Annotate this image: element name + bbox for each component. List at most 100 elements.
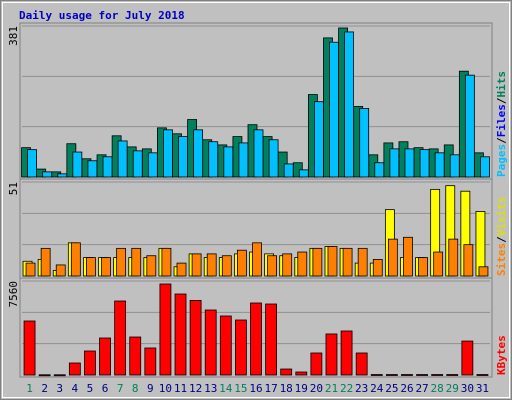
bar bbox=[161, 247, 172, 277]
bar bbox=[204, 309, 217, 376]
bar bbox=[342, 247, 353, 277]
x-tick-label: 30 bbox=[461, 382, 474, 395]
bar bbox=[147, 152, 158, 178]
x-tick-label: 5 bbox=[87, 382, 94, 395]
bar bbox=[117, 140, 128, 178]
bar bbox=[250, 302, 262, 376]
bar bbox=[144, 347, 157, 376]
bar bbox=[372, 259, 383, 277]
y-tick-label: 51 bbox=[7, 182, 20, 195]
bar bbox=[116, 247, 127, 277]
bar bbox=[70, 242, 81, 277]
bar bbox=[480, 156, 490, 178]
bar bbox=[268, 139, 279, 178]
bar bbox=[189, 299, 202, 376]
y-tick-label: 7560 bbox=[7, 281, 20, 308]
x-tick-label: 15 bbox=[234, 382, 247, 395]
bar bbox=[416, 374, 428, 376]
bar bbox=[131, 247, 142, 277]
bar bbox=[265, 303, 277, 376]
bar bbox=[191, 253, 202, 277]
bar bbox=[401, 374, 413, 376]
x-tick-label: 25 bbox=[385, 382, 398, 395]
bar bbox=[38, 374, 51, 377]
bar bbox=[253, 129, 264, 178]
x-tick-label: 24 bbox=[370, 382, 384, 395]
bar bbox=[461, 340, 474, 376]
x-tick-label: 21 bbox=[325, 382, 338, 395]
chart-title: Daily usage for July 2018 bbox=[19, 9, 185, 22]
x-tick-label: 31 bbox=[476, 382, 489, 395]
bar bbox=[25, 262, 36, 277]
bar bbox=[86, 257, 96, 277]
bar bbox=[357, 247, 368, 277]
x-tick-label: 20 bbox=[310, 382, 323, 395]
bar bbox=[478, 266, 489, 277]
legend-separator: / bbox=[495, 137, 508, 144]
bar bbox=[433, 251, 444, 277]
legend-entry: Hits bbox=[495, 71, 508, 98]
bar bbox=[219, 315, 232, 376]
bar bbox=[99, 337, 111, 376]
x-tick-label: 18 bbox=[280, 382, 293, 395]
bar bbox=[68, 362, 81, 376]
bar bbox=[298, 169, 309, 178]
bar bbox=[310, 352, 323, 376]
bar bbox=[84, 350, 96, 376]
bar bbox=[101, 257, 111, 277]
x-tick-label: 2 bbox=[41, 382, 48, 395]
x-tick-label: 14 bbox=[219, 382, 233, 395]
bar bbox=[449, 154, 460, 178]
bar bbox=[27, 149, 37, 178]
bar bbox=[431, 374, 444, 376]
bar bbox=[206, 253, 217, 277]
x-tick-label: 19 bbox=[295, 382, 308, 395]
legend: Pages/Files/Hits bbox=[495, 71, 508, 177]
bar bbox=[132, 150, 143, 178]
y-tick-label: 381 bbox=[7, 26, 20, 46]
legend-entry: Pages bbox=[495, 144, 508, 177]
bar bbox=[389, 148, 400, 178]
legend: Sites/Visits bbox=[495, 197, 508, 277]
x-tick-label: 11 bbox=[174, 382, 187, 395]
bar bbox=[329, 41, 339, 178]
bar bbox=[419, 149, 430, 178]
x-tick-label: 28 bbox=[431, 382, 444, 395]
legend-entry: Files bbox=[495, 104, 508, 137]
legend-entry: Sites bbox=[495, 243, 508, 276]
bar bbox=[57, 173, 68, 178]
x-tick-label: 10 bbox=[159, 382, 172, 395]
bar bbox=[42, 171, 53, 178]
bar bbox=[297, 251, 308, 277]
x-tick-label: 7 bbox=[117, 382, 124, 395]
x-tick-label: 12 bbox=[189, 382, 202, 395]
bar bbox=[208, 141, 219, 178]
x-tick-label: 23 bbox=[355, 382, 368, 395]
x-tick-label: 3 bbox=[56, 382, 63, 395]
bar bbox=[23, 320, 36, 376]
bar bbox=[463, 244, 474, 277]
bar bbox=[235, 319, 247, 376]
bar bbox=[464, 74, 475, 178]
bar bbox=[178, 136, 188, 178]
x-tick-label: 29 bbox=[446, 382, 459, 395]
legend-separator: / bbox=[495, 236, 508, 243]
bar bbox=[40, 247, 51, 277]
x-tick-label: 16 bbox=[249, 382, 262, 395]
bar bbox=[53, 374, 66, 377]
bar bbox=[238, 142, 249, 178]
bar bbox=[72, 151, 83, 178]
bar bbox=[403, 236, 413, 277]
bar bbox=[344, 31, 354, 178]
bar bbox=[418, 257, 428, 277]
bar bbox=[221, 255, 232, 277]
bar bbox=[193, 129, 204, 178]
x-tick-label: 8 bbox=[132, 382, 139, 395]
x-tick-label: 9 bbox=[147, 382, 154, 395]
bar bbox=[370, 374, 383, 376]
bar bbox=[355, 352, 368, 376]
bar bbox=[280, 368, 293, 376]
bar bbox=[434, 152, 445, 178]
x-tick-label: 26 bbox=[400, 382, 413, 395]
x-tick-label: 1 bbox=[26, 382, 33, 395]
